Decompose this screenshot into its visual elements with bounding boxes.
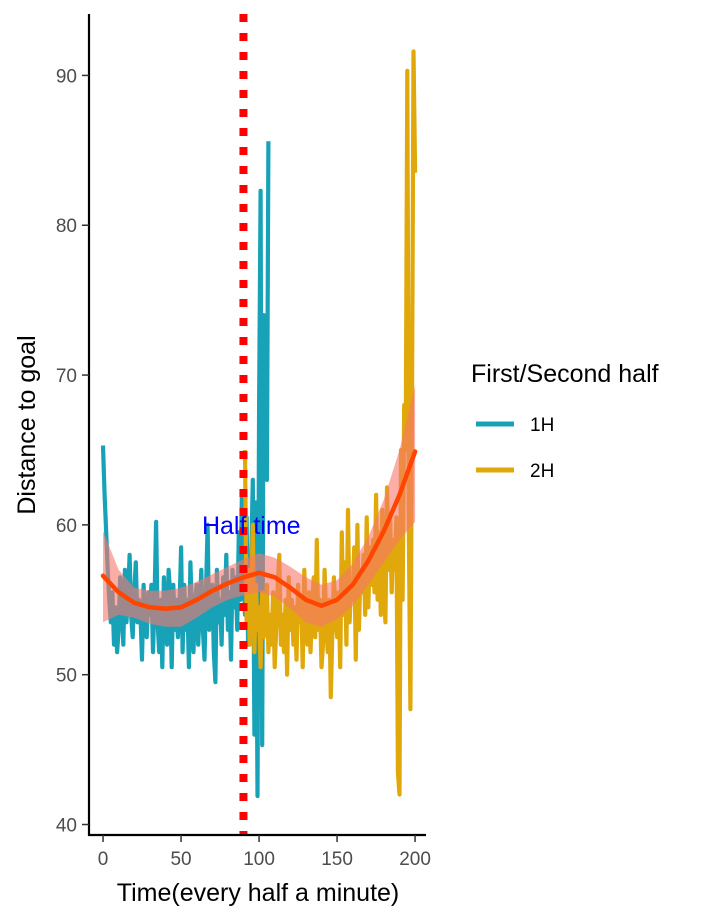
x-tick-label: 0 [98,849,109,870]
x-tick-label: 50 [170,849,191,870]
y-tick-label: 80 [56,216,77,237]
half-time-annotation: Half time [202,512,301,540]
y-axis-title: Distance to goal [13,335,41,514]
y-tick-label: 70 [56,366,77,387]
y-tick-label: 40 [56,816,77,837]
y-tick-label: 50 [56,666,77,687]
x-tick-label: 200 [399,849,431,870]
axes: 0 50 100 150 200 40 50 60 70 80 90 [56,14,431,870]
legend: First/Second half 1H 2H [471,360,659,482]
y-tick-label: 90 [56,66,77,87]
x-tick-label: 100 [243,849,275,870]
legend-label-2h: 2H [530,461,554,482]
plot-area: Half time [100,14,418,835]
plot-clip-group [100,49,418,799]
x-axis-title: Time(every half a minute) [117,879,400,907]
series-line-2h [242,49,418,797]
x-tick-label: 150 [321,849,353,870]
y-tick-label: 60 [56,516,77,537]
smooth-trend-line [100,449,418,612]
legend-title: First/Second half [471,360,659,388]
legend-label-1h: 1H [530,415,554,436]
